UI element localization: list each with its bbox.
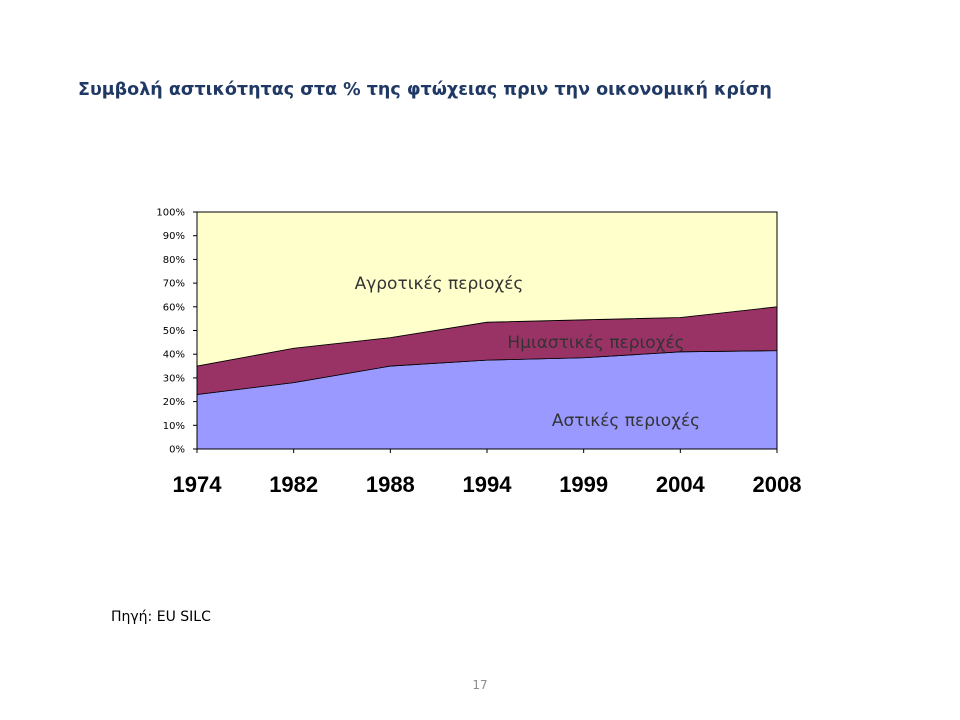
y-tick-label: 70% xyxy=(163,279,185,290)
y-tick-label: 60% xyxy=(163,302,185,313)
x-tick-label: 1994 xyxy=(463,472,513,497)
area-labels: Αγροτικές περιοχές Ημιαστικές περιοχές Αστ… xyxy=(355,274,701,431)
y-tick-label: 20% xyxy=(163,397,185,408)
y-axis: 0% 10% 20% 30% 40% 50% 60% 70% 80% 90% 100% xyxy=(156,208,197,456)
page-number: 17 xyxy=(472,678,488,692)
y-tick-label: 100% xyxy=(156,208,185,219)
y-tick-label: 80% xyxy=(163,255,185,266)
x-tick-label: 1988 xyxy=(366,472,415,497)
x-tick-label: 1999 xyxy=(559,472,608,497)
y-tick-label: 90% xyxy=(163,231,185,242)
x-tick-label: 2004 xyxy=(656,472,706,497)
area-label: Αγροτικές περιοχές xyxy=(355,274,524,294)
y-tick-label: 10% xyxy=(163,421,185,432)
y-tick-label: 0% xyxy=(169,445,185,456)
x-tick-label: 2008 xyxy=(753,472,802,497)
x-axis: 1974 1982 1988 1994 1999 2004 2008 xyxy=(173,449,802,497)
area-layers xyxy=(196,211,778,450)
area-label: Ημιαστικές περιοχές xyxy=(507,333,684,353)
x-tick-label: 1974 xyxy=(173,472,223,497)
slide-title: Συμβολή αστικότητας στα % της φτώχειας π… xyxy=(78,80,772,100)
y-tick-label: 30% xyxy=(163,373,185,384)
y-tick-label: 40% xyxy=(163,350,185,361)
area-label: Αστικές περιοχές xyxy=(552,411,700,431)
y-tick-label: 50% xyxy=(163,326,185,337)
source-note: Πηγή: EU SILC xyxy=(111,609,211,625)
x-tick-label: 1982 xyxy=(269,472,318,497)
